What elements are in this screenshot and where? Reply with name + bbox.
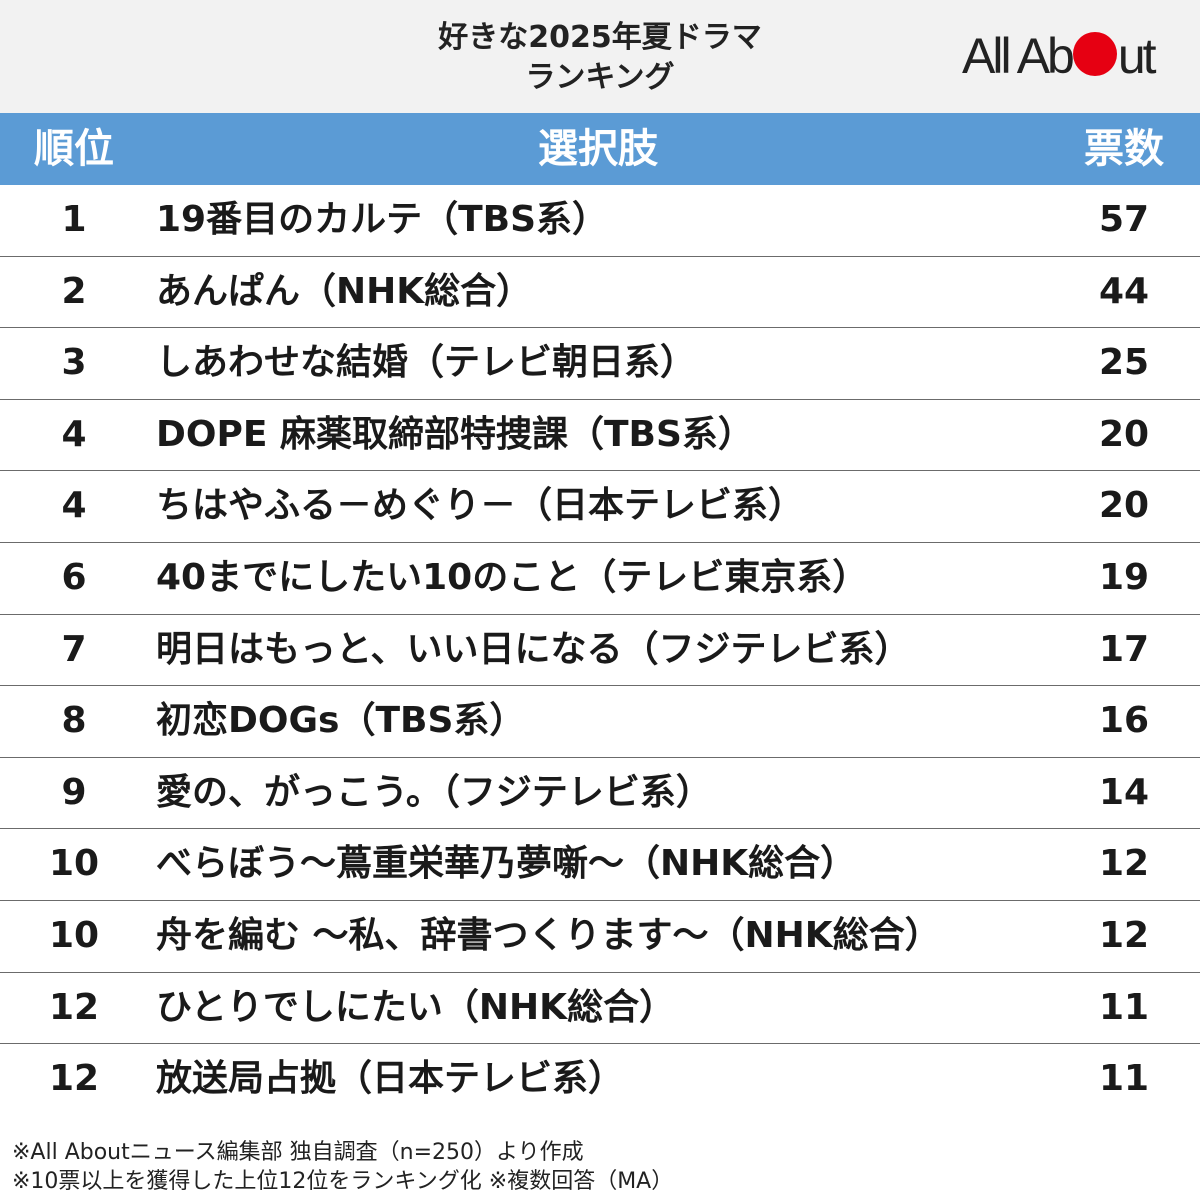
footnotes: ※All Aboutニュース編集部 独自調査（n=250）より作成 ※10票以上… — [12, 1138, 1192, 1196]
all-about-logo: All Ab ut — [962, 28, 1157, 84]
drama-name-cell: 放送局占拠（日本テレビ系） — [156, 1058, 625, 1100]
rank-cell: 3 — [61, 342, 87, 384]
table-row: 9 愛の、がっこう。（フジテレビ系） 14 — [0, 758, 1200, 830]
votes-cell: 19 — [1098, 556, 1150, 598]
column-header-votes: 票数 — [1084, 126, 1164, 172]
logo-red-dot-icon — [1072, 32, 1117, 76]
votes-cell: 12 — [1098, 843, 1150, 885]
votes-cell: 14 — [1098, 771, 1150, 813]
rank-cell: 10 — [48, 914, 100, 956]
rank-cell: 4 — [61, 485, 87, 527]
drama-name-cell: あんぱん（NHK総合） — [156, 270, 533, 312]
table-row: 10 舟を編む ～私、辞書つくります～（NHK総合） 12 — [0, 901, 1200, 973]
rank-cell: 1 — [61, 199, 87, 240]
drama-name-cell: DOPE 麻薬取締部特捜課（TBS系） — [156, 413, 754, 455]
header: 好きな2025年夏ドラマ ランキング All Ab ut — [0, 0, 1200, 113]
votes-cell: 11 — [1098, 1058, 1150, 1100]
votes-cell: 11 — [1098, 986, 1150, 1028]
drama-name-cell: べらぼう～蔦重栄華乃夢噺～（NHK総合） — [156, 843, 857, 885]
rank-cell: 2 — [61, 270, 87, 312]
votes-cell: 20 — [1098, 413, 1150, 455]
footnote-method: ※10票以上を獲得した上位12位をランキング化 ※複数回答（MA） — [12, 1169, 674, 1194]
votes-cell: 25 — [1098, 342, 1150, 384]
title-line-2: ランキング — [525, 60, 675, 95]
rank-cell: 7 — [61, 628, 87, 670]
table-row: 4 ちはやふる－めぐり－（日本テレビ系） 20 — [0, 471, 1200, 543]
table-row: 6 40までにしたい10のこと（テレビ東京系） 19 — [0, 543, 1200, 615]
logo-text-right: ut — [1117, 28, 1157, 84]
footnote-source: ※All Aboutニュース編集部 独自調査（n=250）より作成 — [12, 1140, 584, 1165]
column-header-choice: 選択肢 — [538, 126, 658, 172]
votes-cell: 16 — [1098, 700, 1150, 742]
votes-cell: 44 — [1098, 270, 1150, 312]
rank-cell: 12 — [48, 1058, 100, 1100]
table-row: 1 19番目のカルテ（TBS系） 57 — [0, 185, 1200, 257]
drama-name-cell: 舟を編む ～私、辞書つくります～（NHK総合） — [156, 914, 941, 956]
drama-name-cell: ひとりでしにたい（NHK総合） — [156, 986, 676, 1028]
table-row: 4 DOPE 麻薬取締部特捜課（TBS系） 20 — [0, 400, 1200, 472]
rank-cell: 4 — [61, 413, 87, 455]
table-row: 3 しあわせな結婚（テレビ朝日系） 25 — [0, 328, 1200, 400]
rank-cell: 9 — [61, 771, 87, 813]
drama-name-cell: 明日はもっと、いい日になる（フジテレビ系） — [156, 628, 911, 670]
drama-name-cell: 初恋DOGs（TBS系） — [156, 700, 526, 742]
votes-cell: 12 — [1098, 914, 1150, 956]
table-row: 10 べらぼう～蔦重栄華乃夢噺～（NHK総合） 12 — [0, 829, 1200, 901]
votes-cell: 20 — [1098, 485, 1150, 527]
drama-name-cell: 40までにしたい10のこと（テレビ東京系） — [156, 556, 869, 598]
table-row: 8 初恋DOGs（TBS系） 16 — [0, 686, 1200, 758]
drama-name-cell: しあわせな結婚（テレビ朝日系） — [156, 342, 697, 384]
drama-name-cell: 19番目のカルテ（TBS系） — [156, 199, 609, 240]
votes-cell: 57 — [1098, 199, 1150, 240]
votes-cell: 17 — [1098, 628, 1150, 670]
column-header-rank: 順位 — [34, 126, 114, 172]
drama-name-cell: ちはやふる－めぐり－（日本テレビ系） — [156, 485, 805, 527]
table-header: 順位 選択肢 票数 — [0, 113, 1200, 185]
page-title: 好きな2025年夏ドラマ ランキング — [300, 18, 900, 98]
table-row: 7 明日はもっと、いい日になる（フジテレビ系） 17 — [0, 615, 1200, 687]
title-line-1: 好きな2025年夏ドラマ — [438, 20, 762, 55]
rank-cell: 8 — [61, 700, 87, 742]
table-row: 2 あんぱん（NHK総合） 44 — [0, 257, 1200, 329]
table-row: 12 ひとりでしにたい（NHK総合） 11 — [0, 973, 1200, 1045]
logo-text-left: All Ab — [962, 28, 1075, 84]
rank-cell: 6 — [61, 556, 87, 598]
drama-name-cell: 愛の、がっこう。（フジテレビ系） — [156, 771, 712, 813]
rank-cell: 10 — [48, 843, 100, 885]
ranking-table: 1 19番目のカルテ（TBS系） 57 2 あんぱん（NHK総合） 44 3 しあわせな結婚（… — [0, 185, 1200, 1116]
table-row: 12 放送局占拠（日本テレビ系） 11 — [0, 1044, 1200, 1116]
rank-cell: 12 — [48, 986, 100, 1028]
